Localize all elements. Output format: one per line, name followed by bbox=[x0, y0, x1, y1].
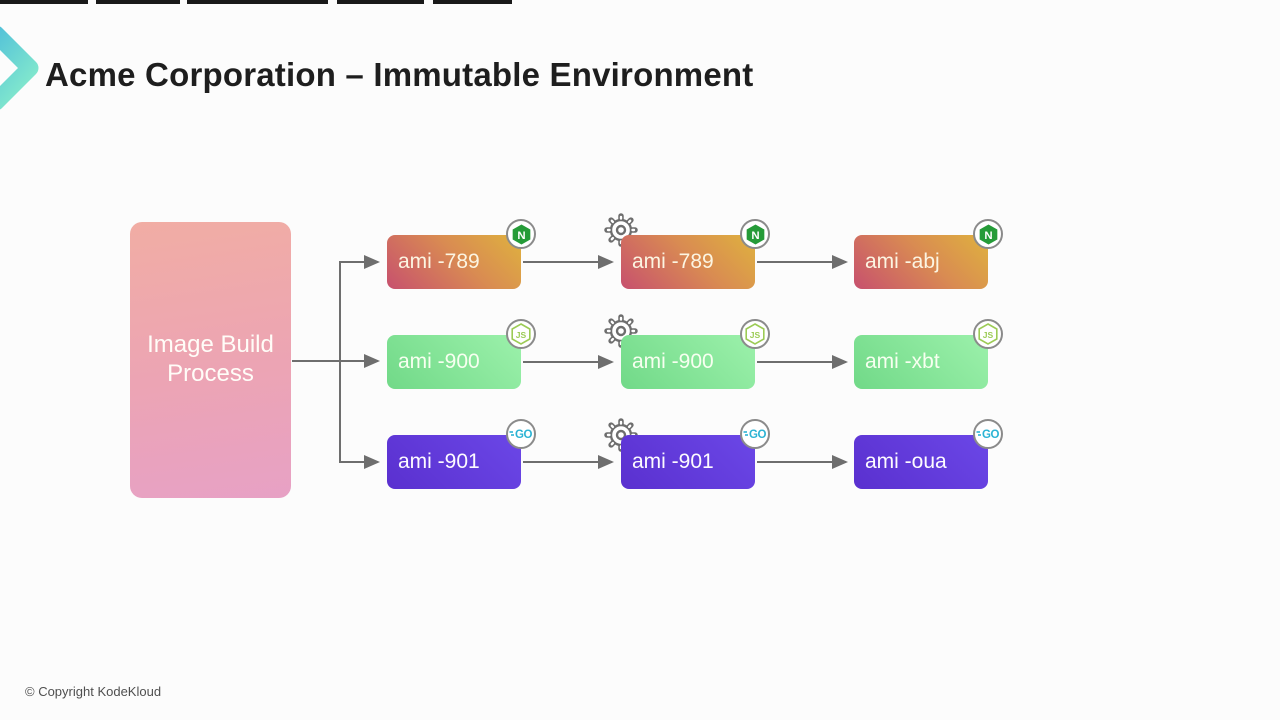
ami-label: ami -900 bbox=[398, 350, 480, 373]
ami-box-nodejs-configured: ami -900 bbox=[621, 335, 755, 389]
svg-text:N: N bbox=[751, 229, 759, 241]
ami-label: ami -901 bbox=[632, 450, 714, 473]
ami-label: ami -oua bbox=[865, 450, 947, 473]
ami-label: ami -xbt bbox=[865, 350, 940, 373]
ami-box-golang-final: ami -oua bbox=[854, 435, 988, 489]
golang-icon: GO bbox=[740, 419, 770, 449]
svg-text:GO: GO bbox=[749, 429, 766, 441]
nodejs-icon: JS bbox=[506, 319, 536, 349]
golang-icon: GO bbox=[973, 419, 1003, 449]
golang-icon: GO bbox=[506, 419, 536, 449]
svg-text:GO: GO bbox=[515, 429, 532, 441]
ami-label: ami -900 bbox=[632, 350, 714, 373]
image-build-process-box: Image Build Process bbox=[130, 222, 291, 498]
svg-text:N: N bbox=[517, 229, 525, 241]
nodejs-icon: JS bbox=[973, 319, 1003, 349]
top-edge-artifact-strip bbox=[0, 0, 512, 4]
ami-box-nginx-build: ami -789 bbox=[387, 235, 521, 289]
ami-label: ami -789 bbox=[632, 250, 714, 273]
nginx-icon: N bbox=[740, 219, 770, 249]
nodejs-icon: JS bbox=[740, 319, 770, 349]
svg-text:JS: JS bbox=[750, 330, 761, 340]
image-build-process-label: Image Build Process bbox=[147, 331, 274, 387]
svg-text:JS: JS bbox=[983, 330, 994, 340]
ami-box-nginx-configured: ami -789 bbox=[621, 235, 755, 289]
kodekloud-logo-icon bbox=[0, 26, 39, 110]
svg-text:JS: JS bbox=[516, 330, 527, 340]
ami-label: ami -abj bbox=[865, 250, 940, 273]
nginx-icon: N bbox=[506, 219, 536, 249]
ami-box-nginx-final: ami -abj bbox=[854, 235, 988, 289]
ami-label: ami -789 bbox=[398, 250, 480, 273]
copyright-text: © Copyright KodeKloud bbox=[25, 684, 162, 699]
ami-box-nodejs-build: ami -900 bbox=[387, 335, 521, 389]
ami-box-nodejs-final: ami -xbt bbox=[854, 335, 988, 389]
svg-text:N: N bbox=[984, 229, 992, 241]
ami-label: ami -901 bbox=[398, 450, 480, 473]
ami-box-golang-configured: ami -901 bbox=[621, 435, 755, 489]
page-title: Acme Corporation – Immutable Environment bbox=[45, 56, 754, 93]
svg-text:GO: GO bbox=[982, 429, 999, 441]
ami-box-golang-build: ami -901 bbox=[387, 435, 521, 489]
nginx-icon: N bbox=[973, 219, 1003, 249]
